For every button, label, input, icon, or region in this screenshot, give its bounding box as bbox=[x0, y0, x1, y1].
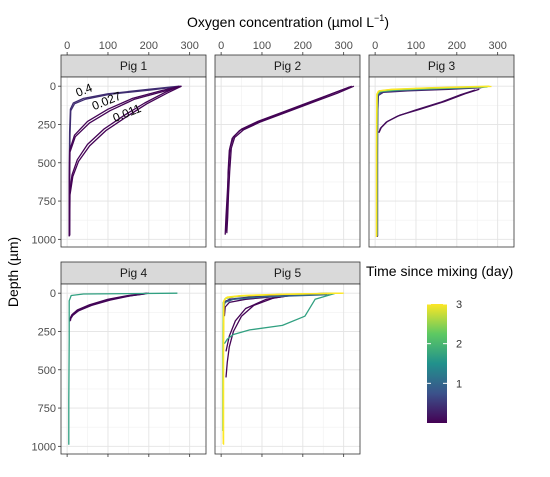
y-tick-label: 250 bbox=[38, 326, 56, 338]
legend-tick-label: 1 bbox=[456, 378, 462, 390]
panel-title: Pig 2 bbox=[274, 59, 302, 73]
y-tick-label: 1000 bbox=[32, 234, 56, 246]
series-annotation: 0.4 bbox=[74, 80, 95, 99]
x-tick-label: 0 bbox=[372, 40, 378, 52]
series-line bbox=[226, 85, 355, 234]
y-tick-label: 1000 bbox=[32, 441, 56, 453]
x-tick-label: 300 bbox=[488, 40, 506, 52]
y-tick-label: 250 bbox=[38, 119, 56, 131]
legend-tick-label: 3 bbox=[456, 299, 462, 311]
x-tick-label: 0 bbox=[218, 40, 224, 52]
panel-plot-area bbox=[215, 284, 360, 454]
panel-border bbox=[60, 76, 207, 248]
panel-border bbox=[60, 283, 207, 455]
panel-border bbox=[368, 76, 515, 248]
legend-colorbar bbox=[427, 304, 447, 423]
series-line bbox=[68, 85, 182, 236]
x-tick-label: 200 bbox=[140, 40, 158, 52]
panel-title: Pig 1 bbox=[120, 59, 148, 73]
series-line bbox=[68, 293, 145, 322]
panel-border bbox=[214, 283, 361, 455]
series-line bbox=[68, 85, 182, 236]
panel-pig-2: Pig 2 0 100 200 300 bbox=[214, 40, 361, 248]
x-tick-label: 100 bbox=[99, 40, 117, 52]
panel-title: Pig 5 bbox=[274, 266, 302, 280]
y-tick-label: 500 bbox=[38, 365, 56, 377]
x-tick-label: 300 bbox=[180, 40, 198, 52]
panel-pig-4: Pig 4 0 250 500 750 1000 bbox=[32, 261, 207, 457]
y-tick-label: 0 bbox=[50, 81, 56, 93]
panel-title: Pig 3 bbox=[428, 59, 456, 73]
series-line bbox=[68, 292, 178, 445]
y-tick-label: 750 bbox=[38, 196, 56, 208]
panel-pig-3: Pig 3 0 100 200 300 bbox=[368, 40, 515, 248]
x-tick-label: 200 bbox=[448, 40, 466, 52]
series-line bbox=[223, 292, 336, 345]
panel-border bbox=[214, 76, 361, 248]
x-tick-label: 300 bbox=[334, 40, 352, 52]
y-tick-label: 500 bbox=[38, 158, 56, 170]
panel-pig-5: Pig 5 bbox=[214, 261, 361, 457]
legend-tick-label: 2 bbox=[456, 339, 462, 351]
series-line bbox=[225, 86, 351, 232]
legend-ticks: 1 2 3 bbox=[427, 299, 462, 390]
x-tick-label: 100 bbox=[407, 40, 425, 52]
x-axis-title: Oxygen concentration (µmol L−1) bbox=[187, 13, 389, 30]
x-tick-label: 200 bbox=[294, 40, 312, 52]
series-line bbox=[375, 85, 492, 237]
series-line bbox=[68, 85, 180, 237]
panel-plot-area bbox=[215, 77, 360, 247]
x-tick-label: 0 bbox=[64, 40, 70, 52]
y-tick-label: 0 bbox=[50, 288, 56, 300]
series-line bbox=[378, 89, 476, 134]
y-axis-title: Depth (µm) bbox=[5, 237, 21, 307]
panel-title: Pig 4 bbox=[120, 266, 148, 280]
x-tick-label: 100 bbox=[253, 40, 271, 52]
y-tick-label: 750 bbox=[38, 403, 56, 415]
series-line bbox=[222, 292, 342, 444]
legend-title: Time since mixing (day) bbox=[366, 263, 513, 279]
